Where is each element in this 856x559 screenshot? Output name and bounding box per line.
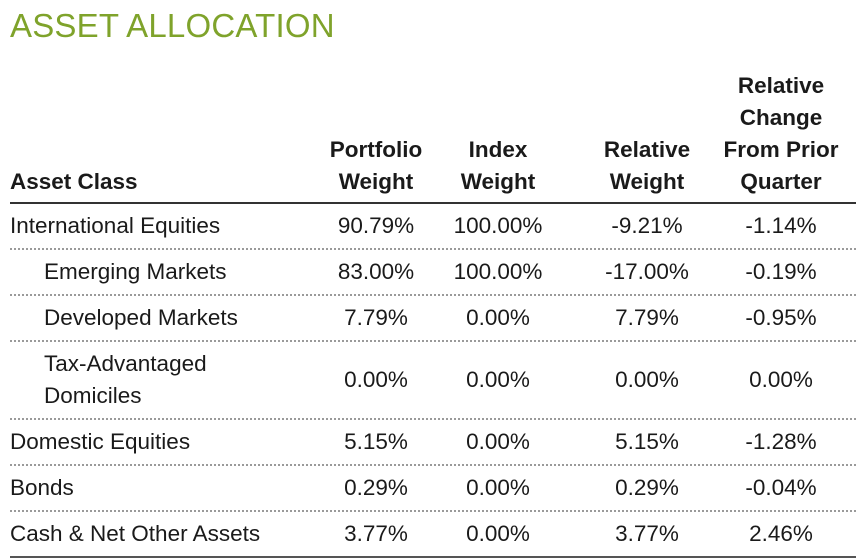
relative-weight-value: 0.00%: [615, 367, 679, 392]
table-header: Asset Class Portfolio Weight Index Weigh…: [10, 70, 856, 204]
relative-weight-value: 5.15%: [615, 429, 679, 454]
relative-change-value: -1.28%: [745, 429, 817, 454]
portfolio-weight-value: 5.15%: [344, 429, 408, 454]
asset-allocation-table: Asset Class Portfolio Weight Index Weigh…: [10, 70, 856, 558]
index-weight-value: 0.00%: [466, 367, 530, 392]
row-label: Domestic Equities: [10, 429, 191, 454]
table-row-tax-advantaged-domiciles: Tax-Advantaged Domiciles 0.00% 0.00% 0.0…: [10, 342, 856, 420]
table-row-emerging-markets: Emerging Markets 83.00% 100.00% -17.00% …: [10, 250, 856, 296]
table-row-domestic-equities: Domestic Equities 5.15% 0.00% 5.15% -1.2…: [10, 420, 856, 466]
table-row-cash-net-other-assets: Cash & Net Other Assets 3.77% 0.00% 3.77…: [10, 512, 856, 558]
relative-weight-value: -9.21%: [611, 213, 683, 238]
portfolio-weight-value: 0.00%: [344, 367, 408, 392]
portfolio-weight-value: 83.00%: [337, 259, 415, 284]
index-weight-value: 100.00%: [453, 213, 543, 238]
index-weight-value: 0.00%: [466, 429, 530, 454]
relative-weight-value: 3.77%: [615, 521, 679, 546]
relative-change-value: -1.14%: [745, 213, 817, 238]
portfolio-weight-value: 3.77%: [344, 521, 408, 546]
row-label: Cash & Net Other Assets: [10, 521, 261, 546]
column-header-portfolio-weight: Portfolio Weight: [329, 137, 423, 194]
table-row-bonds: Bonds 0.29% 0.00% 0.29% -0.04%: [10, 466, 856, 512]
row-label: Developed Markets: [44, 305, 238, 330]
portfolio-weight-value: 0.29%: [344, 475, 408, 500]
table-row-developed-markets: Developed Markets 7.79% 0.00% 7.79% -0.9…: [10, 296, 856, 342]
portfolio-weight-value: 90.79%: [337, 213, 415, 238]
relative-weight-value: 7.79%: [615, 305, 679, 330]
table-row-international-equities: International Equities 90.79% 100.00% -9…: [10, 204, 856, 250]
row-label: Emerging Markets: [44, 259, 227, 284]
column-header-asset-class: Asset Class: [10, 169, 138, 194]
relative-change-value: 0.00%: [749, 367, 813, 392]
column-header-relative-weight: Relative Weight: [603, 137, 691, 194]
index-weight-value: 0.00%: [466, 475, 530, 500]
relative-change-value: -0.19%: [745, 259, 817, 284]
index-weight-value: 100.00%: [453, 259, 543, 284]
row-label: International Equities: [10, 213, 221, 238]
column-header-relative-change: Relative Change From Prior Quarter: [723, 73, 839, 194]
relative-change-value: 2.46%: [749, 521, 813, 546]
index-weight-value: 0.00%: [466, 305, 530, 330]
index-weight-value: 0.00%: [466, 521, 530, 546]
portfolio-weight-value: 7.79%: [344, 305, 408, 330]
relative-weight-value: 0.29%: [615, 475, 679, 500]
relative-weight-value: -17.00%: [605, 259, 689, 284]
column-header-index-weight: Index Weight: [460, 137, 536, 194]
page-title: ASSET ALLOCATION: [10, 7, 335, 44]
row-label: Tax-Advantaged Domiciles: [44, 351, 207, 408]
relative-change-value: -0.04%: [745, 475, 817, 500]
row-label: Bonds: [10, 475, 74, 500]
relative-change-value: -0.95%: [745, 305, 817, 330]
